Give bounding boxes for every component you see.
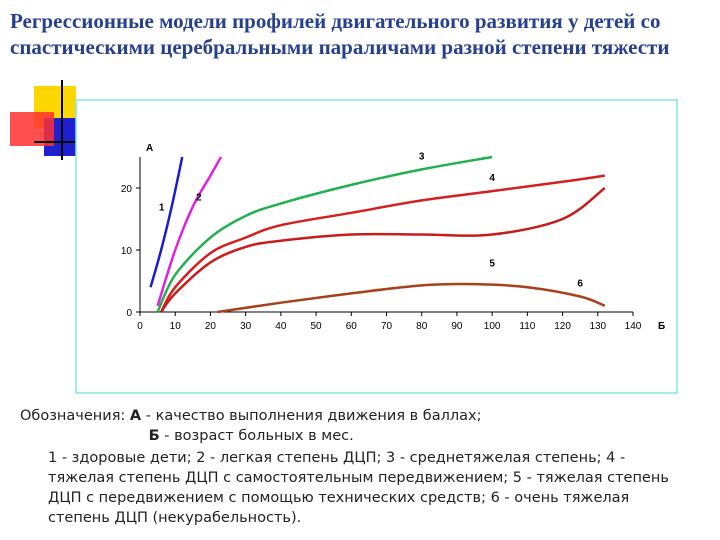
x-tick-label: 50	[311, 321, 323, 332]
data-line	[156, 156, 223, 307]
x-tick-label: 80	[416, 321, 428, 332]
x-tick-label: 0	[137, 321, 143, 332]
notes-text: - качество выполнения движения в баллах;	[145, 408, 482, 424]
series-label: 1	[159, 203, 165, 214]
series-label: 6	[577, 279, 583, 290]
series-label: 3	[419, 151, 425, 162]
x-tick-label: 70	[381, 321, 393, 332]
data-line	[149, 156, 184, 288]
y-tick-label: 10	[121, 246, 133, 257]
chart: А Б 0 10 20 30 40 50 60 70 80 90 100 110 120 130 14001…	[75, 99, 678, 394]
x-tick-label: 110	[519, 321, 535, 332]
x-tick-label: 60	[346, 321, 358, 332]
x-tick-label: 10	[170, 321, 182, 332]
notes-text: - возраст больных в мес.	[164, 428, 354, 444]
notes-key: Б	[148, 428, 160, 444]
x-tick-label: 20	[205, 321, 217, 332]
y-axis-label: А	[146, 143, 153, 154]
x-tick-label: 90	[451, 321, 463, 332]
notes-description: 1 - здоровые дети; 2 - легкая степень ДЦ…	[48, 450, 669, 526]
notes-key: А	[129, 408, 142, 424]
data-line	[160, 174, 606, 313]
x-tick-label: 140	[625, 321, 642, 332]
series-label: 2	[196, 193, 202, 204]
x-tick-label: 130	[589, 321, 606, 332]
chart-frame	[75, 99, 678, 394]
x-tick-label: 100	[484, 321, 501, 332]
data-line	[156, 155, 493, 313]
x-tick-label: 40	[275, 321, 287, 332]
y-tick-label: 20	[121, 184, 133, 195]
data-line	[160, 186, 606, 313]
x-tick-label: 120	[554, 321, 571, 332]
x-axis-label: Б	[658, 321, 665, 332]
notes-prefix: Обозначения:	[20, 408, 126, 424]
x-tick-label: 30	[240, 321, 252, 332]
data-line	[217, 282, 606, 314]
title: Регрессионные модели профилей двигательн…	[10, 9, 670, 59]
notes: Обозначения: А - качество выполнения дви…	[20, 406, 690, 528]
deco-square	[10, 112, 54, 146]
series-label: 4	[489, 173, 495, 184]
y-tick-label: 0	[126, 308, 132, 319]
series-label: 5	[489, 259, 495, 270]
